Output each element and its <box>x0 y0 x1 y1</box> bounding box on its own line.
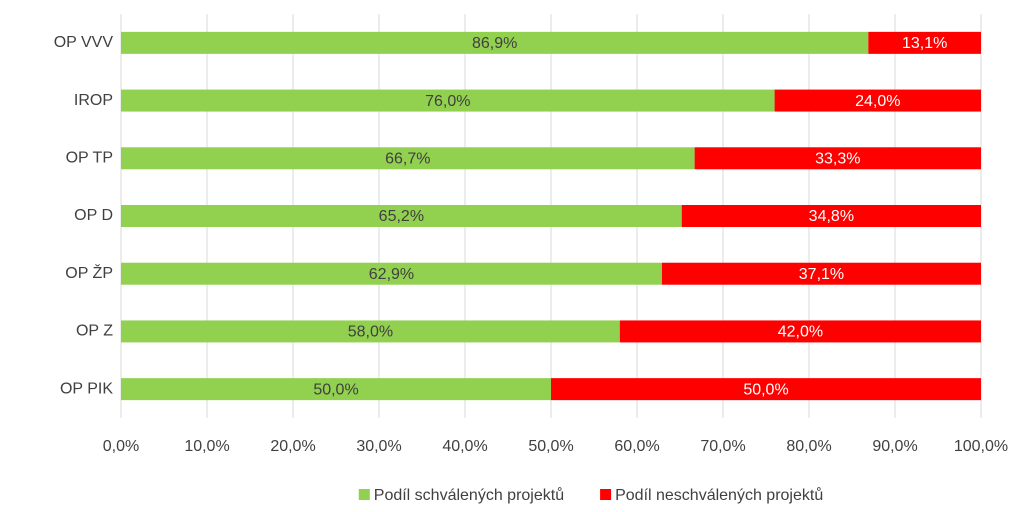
bar-segment <box>694 147 981 170</box>
x-tick-label: 50,0% <box>528 438 573 455</box>
bar-segment <box>681 205 981 227</box>
x-tick-label: 0,0% <box>103 438 139 455</box>
data-label: 62,9% <box>369 266 414 283</box>
bar-segment <box>551 378 981 401</box>
bar-segment <box>774 89 981 112</box>
bar-segment <box>661 262 981 285</box>
legend-label: Podíl schválených projektů <box>374 486 564 504</box>
data-label: 58,0% <box>348 324 393 341</box>
x-tick-label: 30,0% <box>356 438 401 455</box>
y-tick-label: OP PIK <box>60 380 113 397</box>
bar-segment <box>121 147 695 170</box>
x-tick-label: 40,0% <box>442 438 487 455</box>
data-label: 76,0% <box>425 93 470 110</box>
legend-swatch <box>600 489 612 500</box>
bar-segment <box>121 31 869 54</box>
y-tick-label: OP ŽP <box>65 263 113 282</box>
x-tick-label: 20,0% <box>270 438 315 455</box>
y-tick-label: OP D <box>74 207 113 224</box>
bar-segment <box>619 320 981 343</box>
data-label: 13,1% <box>902 35 947 52</box>
x-tick-label: 10,0% <box>184 438 229 455</box>
data-label: 37,1% <box>799 266 844 283</box>
x-tick-label: 60,0% <box>614 438 659 455</box>
bar-segment <box>121 320 620 343</box>
data-label: 42,0% <box>778 324 823 341</box>
x-tick-label: 70,0% <box>700 438 745 455</box>
y-tick-label: IROP <box>74 92 113 109</box>
y-tick-label: OP Z <box>76 323 113 340</box>
x-tick-label: 100,0% <box>954 438 1008 455</box>
bar-segment <box>121 205 682 227</box>
data-label: 34,8% <box>809 208 854 225</box>
y-tick-label: OP TP <box>66 150 113 167</box>
data-label: 66,7% <box>385 151 430 168</box>
bar-segment <box>121 89 775 112</box>
legend-swatch <box>358 489 370 500</box>
legend-label: Podíl neschválených projektů <box>615 486 823 504</box>
data-label: 50,0% <box>743 381 788 398</box>
data-label: 65,2% <box>379 208 424 225</box>
bar-segment <box>121 262 662 285</box>
x-tick-label: 80,0% <box>786 438 831 455</box>
data-label: 50,0% <box>313 381 358 398</box>
y-tick-label: OP VVV <box>54 34 114 51</box>
data-label: 86,9% <box>472 35 517 52</box>
x-tick-label: 90,0% <box>872 438 917 455</box>
bar-segment <box>121 378 551 401</box>
bar-segment <box>868 31 981 54</box>
data-label: 33,3% <box>815 151 860 168</box>
data-label: 24,0% <box>855 93 900 110</box>
